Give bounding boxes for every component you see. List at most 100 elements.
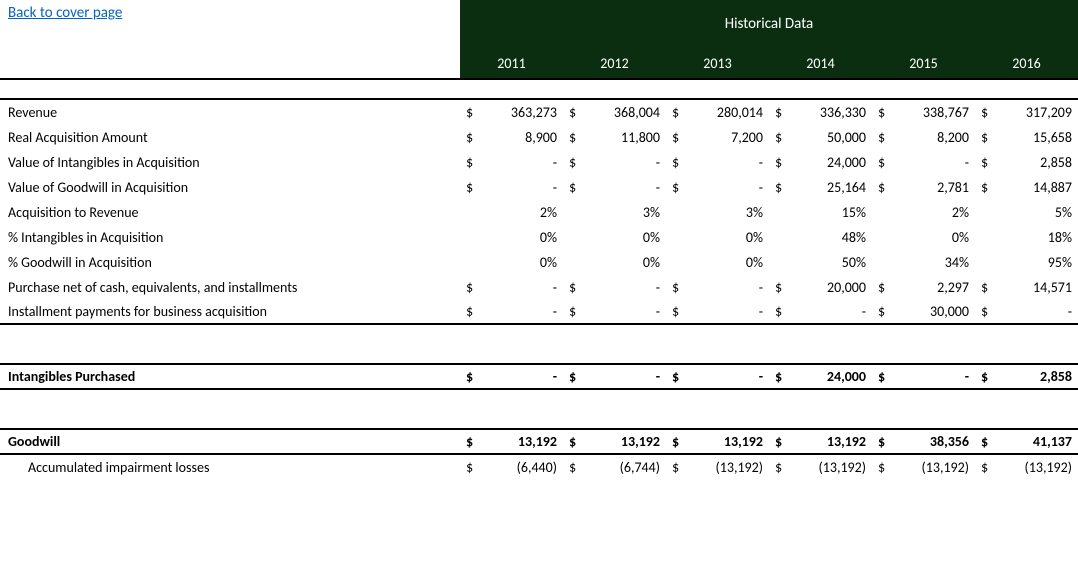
data-cell: $- [769,303,872,320]
data-cell: $38,356 [872,433,975,450]
data-cell: $2,781 [872,179,975,196]
currency-value: - [892,154,969,171]
pct-value: 95% [981,254,1072,271]
currency-value: 2,858 [995,154,1072,171]
currency-symbol: $ [672,459,686,476]
currency-value: (13,192) [789,459,866,476]
pct-value: 5% [981,204,1072,221]
spacer [0,345,1078,365]
row-label: Goodwill [0,433,460,450]
currency-symbol: $ [466,154,480,171]
currency-value: 38,356 [892,433,969,450]
currency-value: - [480,279,557,296]
currency-value: - [995,303,1072,320]
data-cell: 2% [460,204,563,221]
currency-value: 2,858 [995,368,1072,385]
data-cell: $14,571 [975,279,1078,296]
currency-value: - [480,303,557,320]
currency-symbol: $ [775,154,789,171]
data-cell: 0% [460,229,563,246]
data-cell: $8,200 [872,129,975,146]
currency-value: 317,209 [995,104,1072,121]
row-label: % Goodwill in Acquisition [0,254,460,271]
currency-value: (13,192) [686,459,763,476]
data-cell: $14,887 [975,179,1078,196]
currency-symbol: $ [878,433,892,450]
pct-value: 2% [466,204,557,221]
data-cell: $2,858 [975,368,1078,385]
currency-symbol: $ [569,179,583,196]
back-to-cover-link[interactable]: Back to cover page [8,4,122,22]
currency-value: 280,014 [686,104,763,121]
row-data: $-$-$-$24,000$-$2,858 [460,154,1078,171]
pct-value: 0% [466,229,557,246]
currency-symbol: $ [466,179,480,196]
currency-symbol: $ [672,368,686,385]
currency-value: 50,000 [789,129,866,146]
currency-symbol: $ [466,129,480,146]
data-cell: $- [460,368,563,385]
currency-symbol: $ [981,459,995,476]
data-cell: $30,000 [872,303,975,320]
row-label: Value of Goodwill in Acquisition [0,179,460,196]
currency-symbol: $ [775,433,789,450]
currency-value: - [789,303,866,320]
data-cell: $8,900 [460,129,563,146]
row-data: 2%3%3%15%2%5% [460,204,1078,221]
currency-value: (6,440) [480,459,557,476]
currency-value: - [686,279,763,296]
years-left-spacer [0,48,460,78]
data-cell: 0% [872,229,975,246]
currency-symbol: $ [672,279,686,296]
currency-value: - [686,154,763,171]
data-cell: $- [460,303,563,320]
currency-symbol: $ [878,129,892,146]
data-cell: $25,164 [769,179,872,196]
data-cell: $- [563,279,666,296]
currency-symbol: $ [672,433,686,450]
data-cell: 15% [769,204,872,221]
currency-symbol: $ [878,303,892,320]
data-cell: $2,858 [975,154,1078,171]
currency-value: (13,192) [995,459,1072,476]
currency-symbol: $ [466,104,480,121]
intangibles-purchased-row: Intangibles Purchased $-$-$-$24,000$-$2,… [0,365,1078,390]
historical-data-header: Historical Data [460,0,1078,48]
data-cell: $(13,192) [975,459,1078,476]
data-cell: 3% [563,204,666,221]
pct-value: 3% [672,204,763,221]
data-cell: 0% [563,229,666,246]
data-cell: $(13,192) [666,459,769,476]
currency-symbol: $ [775,368,789,385]
currency-symbol: $ [878,154,892,171]
data-cell: $(6,440) [460,459,563,476]
row-label: Real Acquisition Amount [0,129,460,146]
header-left: Back to cover page [0,0,460,48]
pct-value: 15% [775,204,866,221]
year-header: 2013 [666,48,769,78]
data-cell: $- [872,154,975,171]
pct-value: 0% [672,229,763,246]
currency-value: 8,200 [892,129,969,146]
currency-symbol: $ [775,279,789,296]
pct-value: 0% [878,229,969,246]
currency-value: - [480,179,557,196]
data-cell: $- [460,154,563,171]
currency-symbol: $ [981,433,995,450]
year-header: 2011 [460,48,563,78]
data-cell: $- [666,154,769,171]
data-cell: $(6,744) [563,459,666,476]
currency-value: - [686,179,763,196]
row-data: $-$-$-$25,164$2,781$14,887 [460,179,1078,196]
currency-value: 368,004 [583,104,660,121]
currency-value: - [892,368,969,385]
currency-symbol: $ [672,129,686,146]
pct-value: 48% [775,229,866,246]
currency-value: 11,800 [583,129,660,146]
data-cell: $(13,192) [872,459,975,476]
pct-value: 34% [878,254,969,271]
currency-value: 7,200 [686,129,763,146]
row-label: Value of Intangibles in Acquisition [0,154,460,171]
data-cell: $- [872,368,975,385]
data-cell: 0% [563,254,666,271]
